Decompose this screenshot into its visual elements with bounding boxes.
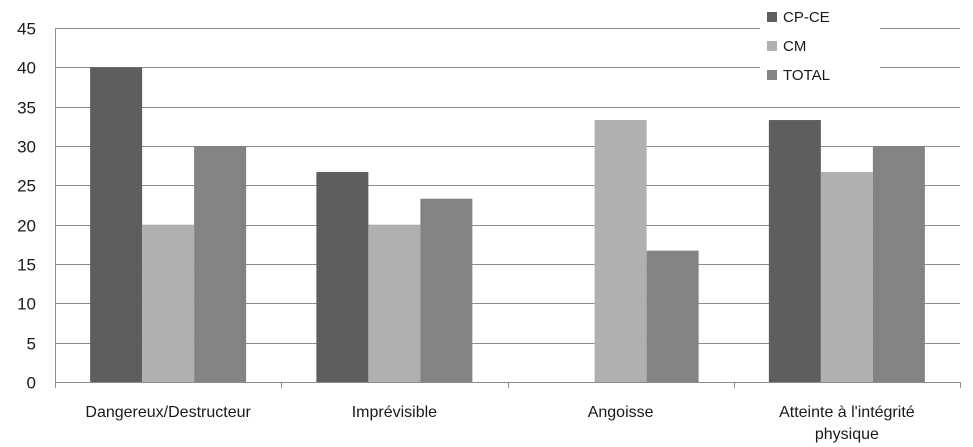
bar [594,120,647,382]
y-tick-label: 10 [17,295,36,314]
bar [872,146,925,382]
legend-label: TOTAL [783,67,830,84]
bar [646,250,699,382]
bar [768,120,821,382]
bar [90,67,143,382]
legend-swatch [767,70,777,80]
bar [820,171,873,382]
bar [420,198,473,382]
y-axis-ticks: 0 5 10 15 20 25 30 35 40 45 [17,20,36,393]
legend-label: CM [783,38,806,55]
y-tick-label: 25 [17,177,36,196]
bar [316,171,369,382]
x-axis [55,28,961,388]
x-tick-label: Angoisse [588,404,654,421]
bar [194,146,247,382]
y-tick-label: 30 [17,138,36,157]
bar [368,224,421,382]
x-axis-labels: Dangereux/Destructeur Imprévisible Angoiss… [85,404,914,443]
x-tick-label: Atteinte à l'intégrité [779,404,915,421]
legend-swatch [767,41,777,51]
bars [90,67,925,382]
x-tick-label: Dangereux/Destructeur [85,404,251,421]
y-tick-label: 5 [27,335,36,354]
y-tick-label: 35 [17,99,36,118]
x-tick-label: Imprévisible [352,404,437,421]
legend-swatch [767,12,777,22]
legend-background [760,2,880,94]
y-tick-label: 20 [17,217,36,236]
x-tick-label: physique [815,426,879,443]
y-tick-label: 40 [17,59,36,78]
y-tick-label: 15 [17,256,36,275]
y-tick-label: 0 [27,374,36,393]
legend: CP-CE CM TOTAL [760,2,880,94]
y-tick-label: 45 [17,20,36,39]
bar [142,224,195,382]
legend-label: CP-CE [783,9,830,26]
